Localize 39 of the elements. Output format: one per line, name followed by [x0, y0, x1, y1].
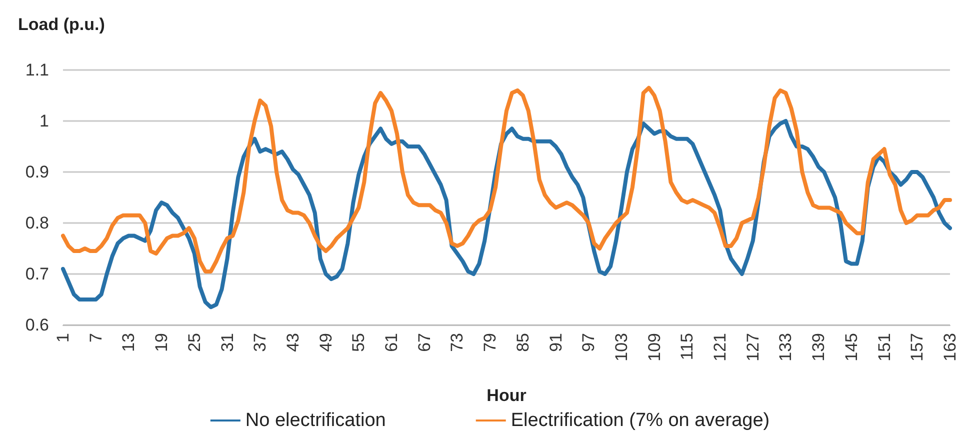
- x-tick-label: 133: [776, 333, 796, 362]
- x-tick-label: 73: [448, 333, 467, 352]
- x-tick-label: 139: [809, 333, 828, 362]
- x-tick-label: 37: [250, 333, 270, 352]
- x-tick-label: 7: [86, 333, 106, 342]
- x-tick-label: 121: [710, 333, 730, 362]
- x-tick-label: 61: [382, 333, 402, 352]
- x-tick-label: 31: [218, 333, 237, 352]
- y-tick-label: 0.7: [25, 264, 49, 284]
- legend-label: No electrification: [245, 410, 386, 431]
- x-tick-label: 157: [908, 333, 927, 362]
- x-tick-label: 43: [283, 333, 302, 352]
- x-axis-title: Hour: [486, 386, 527, 405]
- x-tick-label: 109: [644, 333, 664, 362]
- x-tick-label: 151: [874, 333, 894, 362]
- x-tick-label: 79: [480, 333, 500, 352]
- x-tick-label: 115: [678, 333, 697, 360]
- x-tick-label: 97: [579, 333, 598, 352]
- y-tick-label: 1: [40, 112, 49, 130]
- y-tick-label: 0.8: [25, 214, 49, 232]
- line-series: [61, 86, 952, 274]
- x-tick-label: 55: [349, 333, 368, 352]
- legend-label: Electrification (7% on average): [510, 410, 770, 431]
- y-tick-label: 0.9: [25, 162, 49, 182]
- x-tick-label: 1: [54, 333, 72, 342]
- x-tick-label: 67: [414, 333, 434, 352]
- y-axis-title: Load (p.u.): [18, 15, 105, 34]
- x-tick-label: 145: [842, 333, 861, 362]
- y-tick-label: 1.1: [25, 60, 49, 80]
- y-tick-label: 0.6: [25, 316, 49, 334]
- x-tick-label: 85: [513, 333, 532, 352]
- x-tick-label: 91: [546, 333, 566, 352]
- x-tick-label: 163: [940, 333, 960, 362]
- x-tick-label: 25: [184, 333, 204, 352]
- x-tick-label: 13: [119, 333, 138, 352]
- x-tick-label: 49: [316, 333, 336, 352]
- x-tick-label: 19: [152, 333, 172, 352]
- x-tick-label: 127: [743, 333, 762, 362]
- x-tick-label: 103: [612, 333, 631, 362]
